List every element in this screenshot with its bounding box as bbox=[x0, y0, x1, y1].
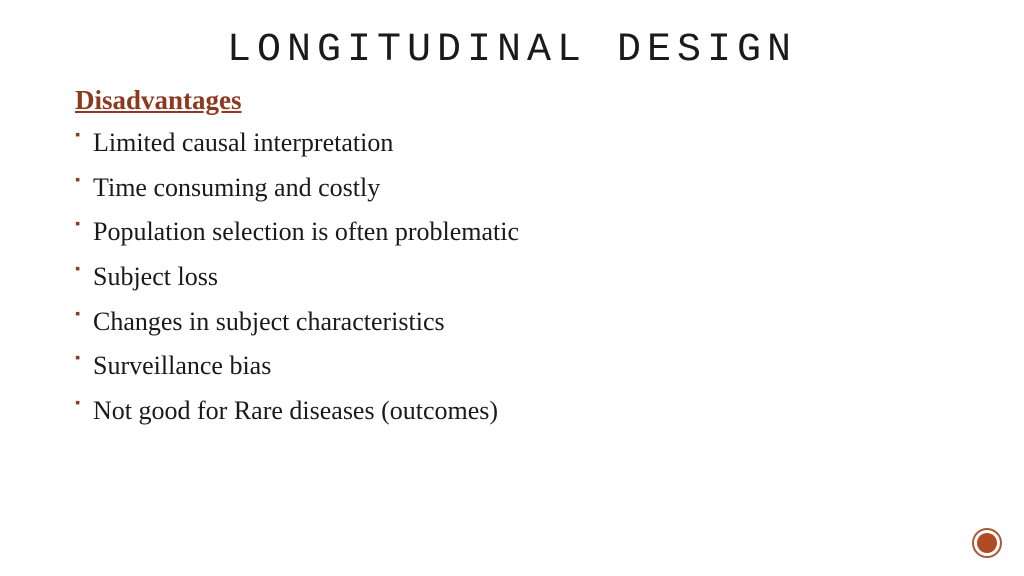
list-item: Population selection is often problemati… bbox=[75, 213, 949, 251]
list-item: Surveillance bias bbox=[75, 347, 949, 385]
list-item: Subject loss bbox=[75, 258, 949, 296]
corner-badge-icon bbox=[972, 528, 1002, 558]
subheading-disadvantages: Disadvantages bbox=[75, 85, 949, 116]
slide: LONGITUDINAL DESIGN Disadvantages Limite… bbox=[0, 0, 1024, 576]
list-item: Time consuming and costly bbox=[75, 169, 949, 207]
list-item: Changes in subject characteristics bbox=[75, 303, 949, 341]
list-item: Not good for Rare diseases (outcomes) bbox=[75, 392, 949, 430]
slide-title: LONGITUDINAL DESIGN bbox=[75, 28, 949, 73]
list-item: Limited causal interpretation bbox=[75, 124, 949, 162]
bullet-list: Limited causal interpretation Time consum… bbox=[75, 124, 949, 430]
corner-badge-inner bbox=[977, 533, 997, 553]
